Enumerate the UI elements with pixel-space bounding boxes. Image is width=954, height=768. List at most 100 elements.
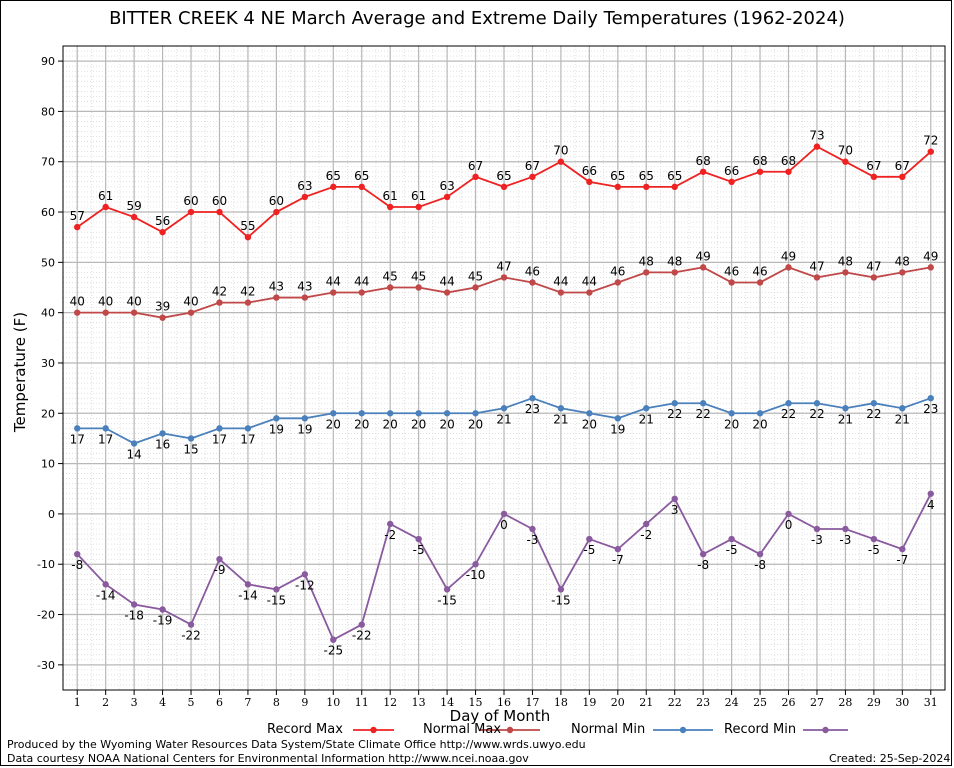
data-point-normal-max bbox=[557, 289, 565, 296]
data-label-record-min: -15 bbox=[551, 593, 571, 607]
data-label-normal-min: 17 bbox=[240, 432, 255, 446]
series-record-max: 57 61 59 56 60 60 55 60 63 65 65 61 61 63 67 65 67 70 66 65… bbox=[70, 129, 938, 241]
data-point-record-min bbox=[273, 586, 280, 593]
y-tick-label: 20 bbox=[41, 407, 55, 420]
data-label-record-max: 70 bbox=[838, 144, 853, 158]
data-point-normal-min bbox=[244, 425, 252, 432]
x-tick-label: 2 bbox=[102, 696, 109, 709]
data-point-normal-max bbox=[74, 309, 81, 316]
data-label-record-min: -5 bbox=[868, 543, 880, 557]
data-point-record-min bbox=[586, 535, 593, 543]
data-label-normal-max: 48 bbox=[895, 254, 910, 268]
data-point-normal-max bbox=[216, 299, 223, 306]
data-label-record-max: 68 bbox=[781, 154, 796, 168]
x-tick-label: 16 bbox=[497, 696, 511, 709]
x-tick-label: 28 bbox=[838, 696, 852, 709]
y-tick-label: -20 bbox=[37, 609, 55, 622]
footer-data-courtesy: Data courtesy NOAA National Centers for … bbox=[7, 752, 529, 765]
data-point-record-max bbox=[472, 173, 479, 181]
data-label-record-max: 65 bbox=[354, 169, 369, 183]
data-point-record-min bbox=[699, 550, 707, 558]
data-point-record-max bbox=[728, 178, 735, 186]
x-tick-label: 27 bbox=[810, 696, 824, 709]
data-label-normal-min: 22 bbox=[866, 407, 881, 421]
data-label-record-max: 67 bbox=[468, 159, 483, 173]
data-label-normal-max: 44 bbox=[553, 275, 568, 289]
data-label-normal-max: 44 bbox=[354, 275, 369, 289]
x-tick-label: 31 bbox=[924, 696, 938, 709]
footer-created-date: Created: 25-Sep-2024 bbox=[829, 752, 951, 765]
data-label-normal-min: 22 bbox=[809, 407, 824, 421]
data-label-normal-min: 21 bbox=[895, 412, 910, 426]
data-label-record-min: -3 bbox=[811, 533, 823, 547]
series-normal-min: 17 17 14 16 15 17 17 19 19 20 20 20 20 20 20 21 23 21 20 19… bbox=[70, 394, 938, 461]
data-label-record-min: -2 bbox=[640, 528, 652, 542]
x-tick-label: 4 bbox=[159, 696, 166, 709]
data-label-normal-min: 21 bbox=[838, 412, 853, 426]
data-label-record-max: 59 bbox=[126, 199, 141, 213]
data-point-normal-max bbox=[643, 269, 650, 276]
data-label-normal-min: 20 bbox=[411, 417, 426, 431]
data-point-record-min bbox=[842, 525, 849, 533]
data-label-record-min: -3 bbox=[839, 533, 851, 547]
data-label-record-min: -22 bbox=[181, 629, 201, 643]
data-label-record-max: 65 bbox=[326, 169, 341, 183]
x-tick-label: 6 bbox=[216, 696, 223, 709]
x-tick-label: 23 bbox=[696, 696, 710, 709]
data-point-normal-min bbox=[130, 440, 138, 447]
data-point-normal-min bbox=[586, 410, 593, 417]
y-tick-label: -30 bbox=[37, 659, 55, 672]
x-tick-label: 14 bbox=[440, 696, 454, 709]
data-point-record-min bbox=[130, 601, 138, 608]
x-tick-label: 13 bbox=[412, 696, 426, 709]
data-label-normal-min: 19 bbox=[269, 422, 284, 436]
x-tick-label: 17 bbox=[525, 696, 539, 709]
legend-dot-normal-min bbox=[679, 726, 687, 734]
data-label-record-max: 72 bbox=[923, 134, 938, 148]
x-tick-label: 10 bbox=[326, 696, 340, 709]
data-label-record-min: -14 bbox=[238, 588, 258, 602]
data-point-normal-max bbox=[358, 289, 365, 296]
data-label-normal-min: 19 bbox=[610, 422, 625, 436]
data-label-record-max: 73 bbox=[809, 129, 824, 143]
data-point-normal-max bbox=[273, 294, 280, 301]
x-tick-label: 5 bbox=[188, 696, 195, 709]
data-point-record-max bbox=[756, 168, 764, 175]
data-point-record-max bbox=[785, 168, 792, 175]
data-point-normal-max bbox=[415, 284, 422, 291]
data-point-normal-max bbox=[500, 274, 508, 281]
data-label-normal-min: 16 bbox=[155, 437, 170, 451]
y-tick-label: 60 bbox=[41, 206, 55, 219]
data-label-record-max: 65 bbox=[610, 169, 625, 183]
data-label-normal-min: 20 bbox=[439, 417, 454, 431]
data-point-record-max bbox=[699, 168, 707, 175]
data-point-record-min bbox=[899, 545, 906, 553]
data-label-normal-min: 20 bbox=[326, 417, 341, 431]
data-point-normal-max bbox=[870, 274, 878, 281]
data-label-record-min: -15 bbox=[267, 593, 287, 607]
legend-label-record-min: Record Min bbox=[724, 722, 797, 737]
data-label-record-max: 60 bbox=[212, 194, 227, 208]
data-point-record-max bbox=[74, 223, 81, 231]
data-point-record-max bbox=[415, 203, 422, 211]
legend-label-normal-min: Normal Min bbox=[571, 722, 646, 737]
y-tick-label: -10 bbox=[37, 558, 55, 571]
data-label-record-max: 65 bbox=[667, 169, 682, 183]
data-label-record-min: 0 bbox=[500, 518, 508, 532]
data-label-normal-max: 46 bbox=[724, 264, 739, 278]
data-point-record-max bbox=[273, 208, 280, 216]
data-label-record-max: 65 bbox=[639, 169, 654, 183]
data-label-normal-max: 49 bbox=[696, 249, 711, 263]
data-label-record-min: -25 bbox=[323, 644, 343, 658]
data-point-record-min bbox=[813, 525, 821, 533]
data-point-record-min bbox=[870, 535, 878, 543]
series-normal-max: 40 40 40 39 40 42 42 43 43 44 44 45 45 44 45 47 46 44 44 46… bbox=[70, 249, 938, 321]
x-tick-label: 29 bbox=[867, 696, 881, 709]
data-point-normal-min bbox=[927, 394, 934, 402]
data-point-normal-max bbox=[927, 264, 934, 271]
data-point-normal-max bbox=[614, 279, 622, 286]
data-point-record-min bbox=[386, 520, 394, 528]
data-point-normal-min bbox=[415, 410, 422, 417]
data-point-normal-max bbox=[130, 309, 138, 316]
